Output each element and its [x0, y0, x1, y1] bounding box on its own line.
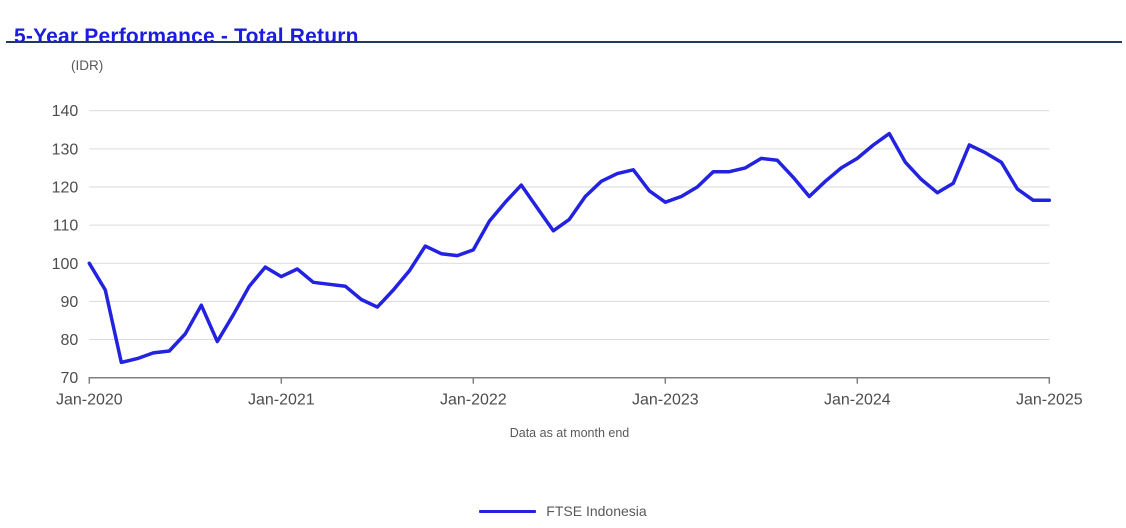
ftse-indonesia-series-line	[87, 131, 1052, 365]
y-tick-label-100: 100	[52, 256, 79, 273]
title-underline	[6, 41, 1122, 43]
y-axis-unit-label: (IDR)	[71, 58, 104, 73]
y-tick-label-120: 120	[52, 179, 79, 196]
x-tick-label-Jan-2025: Jan-2025	[1016, 392, 1083, 409]
y-tick-label-90: 90	[61, 294, 79, 311]
x-tick-label-Jan-2022: Jan-2022	[440, 392, 507, 409]
x-tick-label-Jan-2023: Jan-2023	[632, 392, 699, 409]
y-tick-label-110: 110	[53, 218, 79, 235]
y-tick-label-130: 130	[52, 141, 79, 158]
legend-label: FTSE Indonesia	[546, 503, 647, 519]
chart-legend: FTSE Indonesia	[0, 503, 1126, 519]
x-axis-caption: Data as at month end	[509, 426, 630, 440]
performance-line-chart: 70 80 90 100 110 120 130 140 Jan-2020 Jan-2021 Jan…	[52, 103, 1083, 409]
x-tick-label-Jan-2021: Jan-2021	[248, 392, 315, 409]
y-tick-label-70: 70	[61, 370, 79, 387]
legend-line-swatch	[479, 509, 537, 513]
x-tick-label-Jan-2024: Jan-2024	[824, 392, 891, 409]
y-tick-label-140: 140	[52, 103, 79, 120]
y-tick-label-80: 80	[61, 332, 79, 349]
x-tick-label-Jan-2020: Jan-2020	[56, 392, 123, 409]
